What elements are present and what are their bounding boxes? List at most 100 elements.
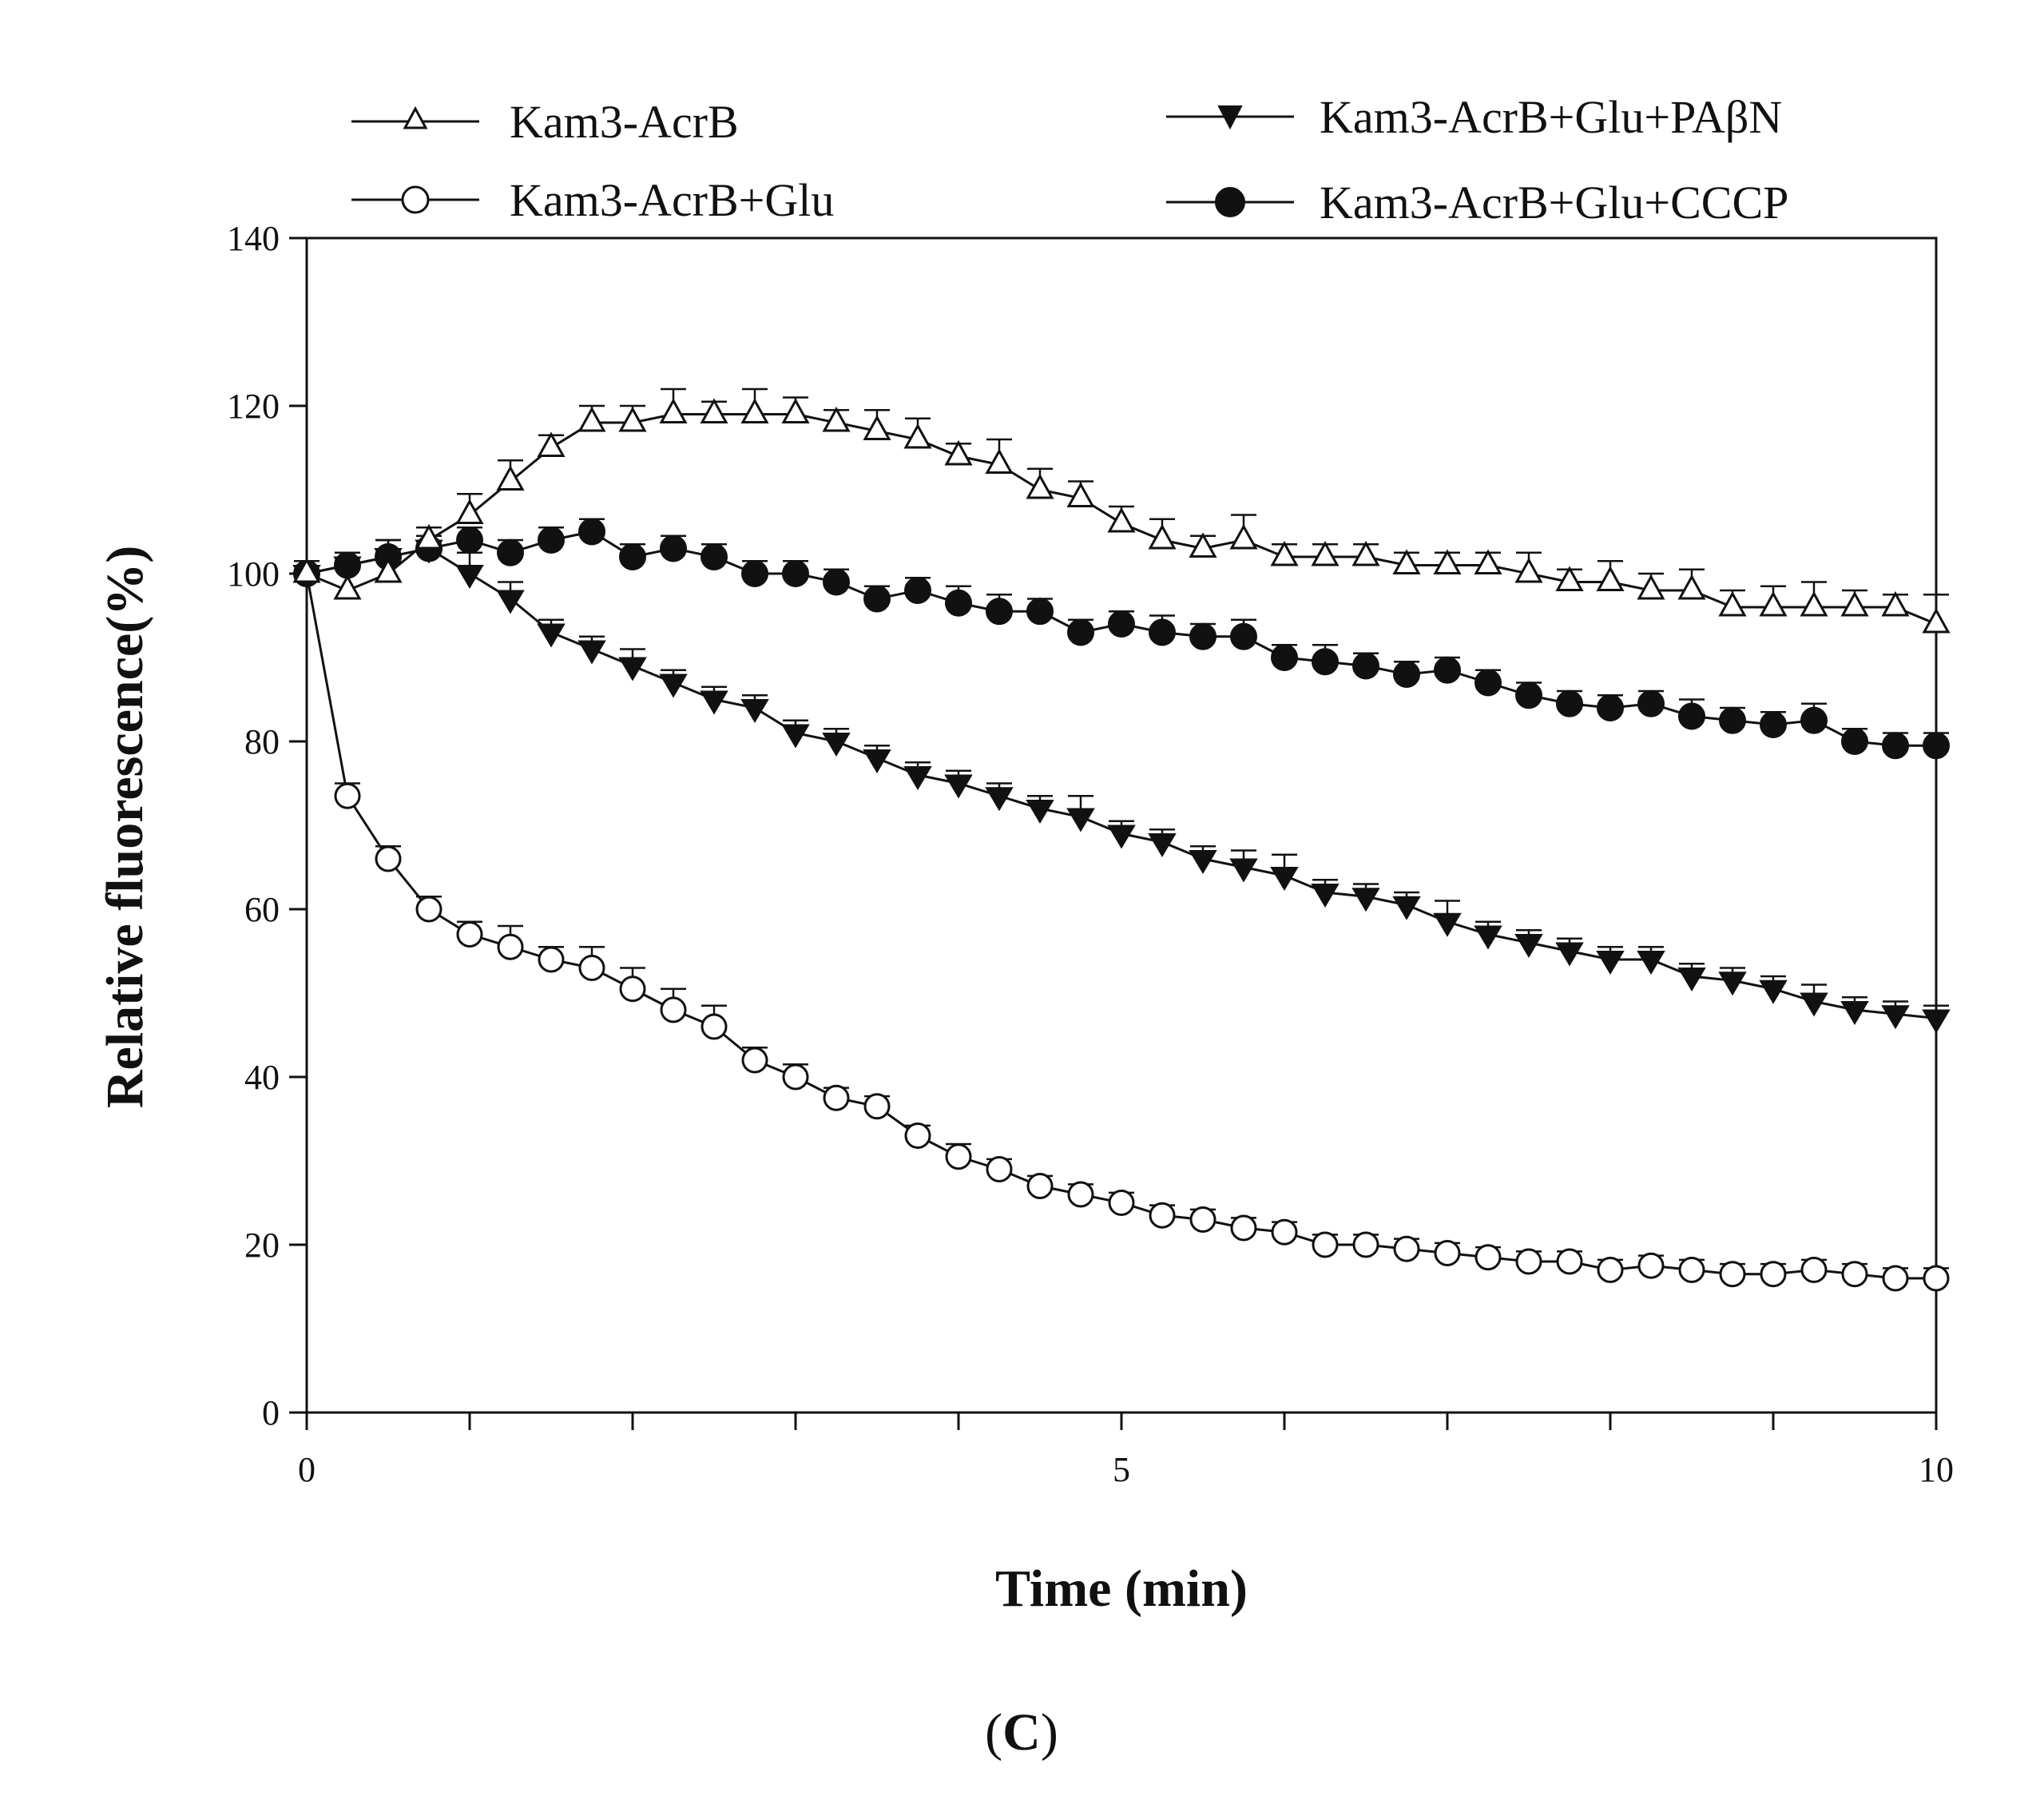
data-point <box>1108 1190 1135 1216</box>
data-point <box>1148 523 1177 550</box>
data-point <box>740 699 769 723</box>
data-point <box>1597 694 1624 721</box>
data-point <box>1923 1265 1950 1292</box>
legend-entry-kam3-acrb-glu-pabn: Kam3-AcrB+Glu+PAβN <box>1166 91 1782 143</box>
data-point <box>1066 482 1095 507</box>
data-point <box>1759 979 1788 1004</box>
data-point <box>1026 473 1054 499</box>
data-point <box>1149 1202 1176 1229</box>
data-point <box>1515 1248 1542 1275</box>
data-point <box>292 557 321 583</box>
data-point <box>1923 732 1950 760</box>
series-kam3-acrb-glu-pa-n <box>292 534 1951 1034</box>
data-point <box>1474 549 1502 574</box>
data-point <box>1514 557 1543 583</box>
data-point <box>903 423 932 449</box>
data-point <box>1759 590 1788 617</box>
panel-label: (C) <box>985 1703 1058 1762</box>
data-point <box>944 774 973 799</box>
data-point <box>1596 951 1625 975</box>
data-point <box>1719 1261 1746 1288</box>
data-point <box>1352 652 1379 680</box>
data-point <box>455 565 484 589</box>
data-point <box>945 1143 972 1170</box>
data-point <box>1351 540 1380 566</box>
data-point <box>986 598 1013 626</box>
data-point <box>1474 925 1502 950</box>
legend-label: Kam3-AcrB+Glu <box>510 174 834 226</box>
data-point <box>374 557 403 583</box>
data-point <box>619 543 646 570</box>
series-kam3-acrb-glu-cccp <box>293 518 1950 760</box>
data-point <box>985 787 1014 812</box>
data-point <box>1229 523 1258 550</box>
data-point <box>1514 934 1543 958</box>
data-point <box>659 398 688 423</box>
data-point <box>538 526 565 554</box>
data-point <box>1556 689 1583 717</box>
data-point <box>1351 888 1380 912</box>
data-point <box>1922 1009 1951 1034</box>
data-point <box>1270 540 1299 566</box>
data-point <box>1108 610 1135 638</box>
data-point <box>578 955 605 981</box>
data-point <box>1718 972 1747 996</box>
data-point <box>904 1123 931 1149</box>
data-point <box>781 724 810 749</box>
data-point <box>1678 1257 1705 1283</box>
data-point <box>1066 808 1095 832</box>
legend-label: Kam3-AcrB+Glu+CCCP <box>1320 177 1788 228</box>
data-point <box>537 431 566 457</box>
data-point <box>1841 728 1868 755</box>
data-point <box>1556 1248 1583 1275</box>
x-tick-label: 5 <box>1113 1450 1130 1489</box>
data-point <box>1434 1240 1461 1266</box>
data-point <box>1393 1235 1420 1262</box>
data-point <box>782 1063 809 1091</box>
data-point <box>1882 1265 1909 1292</box>
data-point <box>823 568 850 596</box>
data-point <box>1229 858 1258 883</box>
x-tick-label: 10 <box>1919 1450 1954 1489</box>
data-point <box>863 749 891 773</box>
data-point <box>1067 618 1094 646</box>
data-point <box>903 766 932 790</box>
data-point <box>1189 850 1217 874</box>
data-point <box>415 523 443 550</box>
data-point <box>334 782 361 809</box>
data-point <box>1067 1181 1094 1208</box>
data-point <box>1474 1244 1502 1271</box>
data-point <box>1597 1257 1624 1283</box>
series-kam3-acrb-glu <box>293 560 1950 1292</box>
legend-label: Kam3-AcrB+Glu+PAβN <box>1320 91 1782 143</box>
legend-marker-circle-open <box>401 185 430 214</box>
series-kam3-acrb <box>292 387 1951 634</box>
data-point <box>1677 574 1706 600</box>
data-point <box>1189 1206 1216 1233</box>
data-point <box>1189 532 1217 558</box>
data-point <box>863 415 891 440</box>
data-point <box>944 439 973 466</box>
data-point <box>496 590 525 614</box>
data-point <box>740 398 769 423</box>
data-point <box>1800 1257 1828 1283</box>
data-point <box>375 845 402 872</box>
data-point <box>618 406 647 432</box>
x-axis-title: Time (min) <box>995 1560 1248 1618</box>
data-point <box>660 996 687 1023</box>
data-point <box>822 733 851 757</box>
data-point <box>1637 1252 1665 1279</box>
legend-label: Kam3-AcrB <box>510 96 739 148</box>
data-point <box>333 574 362 600</box>
data-point <box>1841 1261 1868 1288</box>
data-point <box>1760 1261 1787 1288</box>
data-point <box>863 585 891 613</box>
data-point <box>1107 825 1136 849</box>
data-point <box>577 406 606 432</box>
y-tick-label: 100 <box>227 554 280 594</box>
y-tick-label: 120 <box>227 387 280 426</box>
data-point <box>1392 549 1421 574</box>
data-point <box>741 1047 768 1074</box>
legend: Kam3-AcrB Kam3-AcrB+Glu Kam3-AcrB+Glu+PA… <box>351 91 1788 228</box>
